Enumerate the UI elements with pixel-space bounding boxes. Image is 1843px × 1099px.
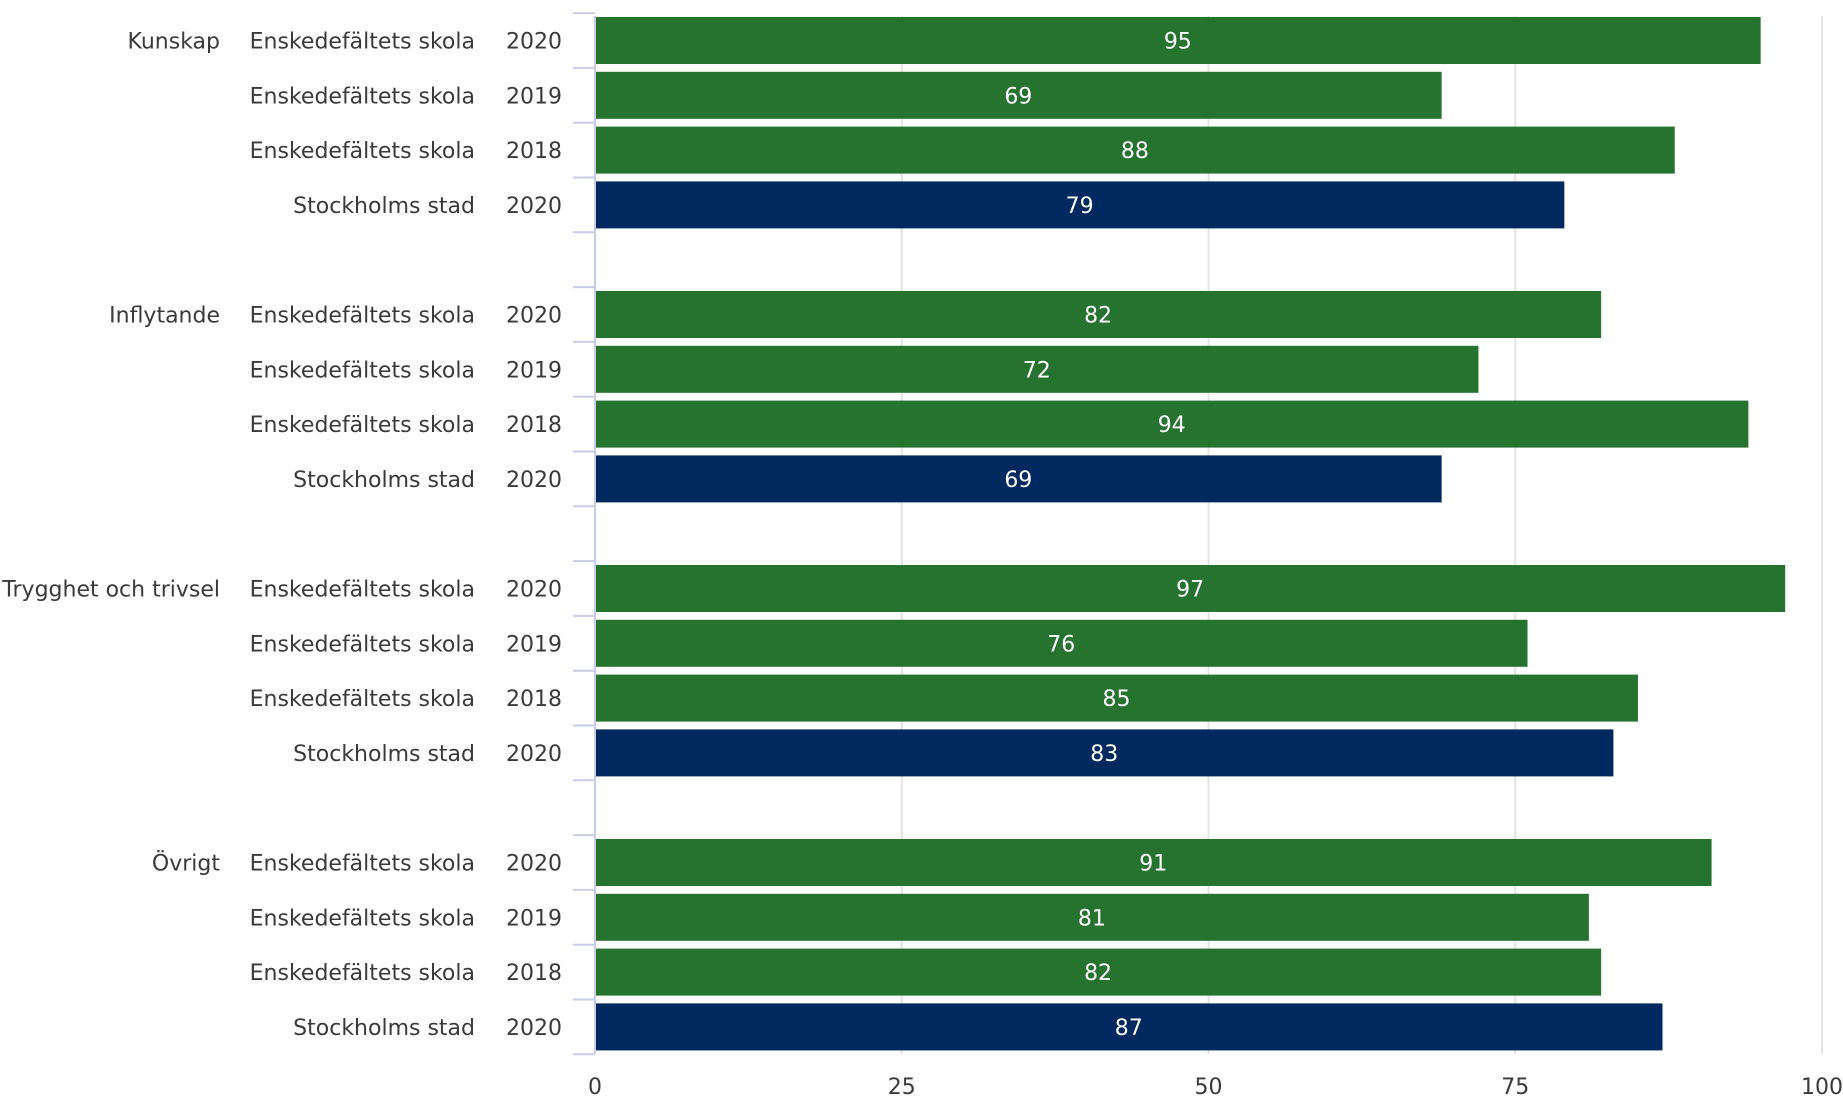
bar-value-label: 82 <box>1084 304 1112 329</box>
bar-value-label: 83 <box>1090 742 1118 767</box>
bar <box>595 619 1528 667</box>
bar-value-label: 82 <box>1084 961 1112 986</box>
entity-label: Enskedefältets skola <box>250 961 475 986</box>
bar-value-label: 72 <box>1023 358 1051 383</box>
bar-value-label: 95 <box>1164 30 1192 55</box>
category-labels: Kunskap Enskedefältets skola 2020 Enskedefä… <box>1 30 562 1041</box>
entity-label: Enskedefältets skola <box>250 852 475 877</box>
group-label: Kunskap <box>128 30 220 55</box>
bar <box>595 345 1479 393</box>
group-label: Inflytande <box>109 304 220 329</box>
bar <box>595 565 1786 612</box>
year-label: 2020 <box>506 468 562 493</box>
year-label: 2020 <box>506 852 562 877</box>
bar <box>595 729 1614 777</box>
year-label: 2018 <box>506 139 562 164</box>
bar <box>595 291 1602 338</box>
bar <box>595 181 1565 229</box>
year-label: 2020 <box>506 742 562 767</box>
bar-value-label: 85 <box>1102 687 1130 712</box>
entity-label: Enskedefältets skola <box>250 632 475 657</box>
entity-label: Enskedefältets skola <box>250 358 475 383</box>
entity-label: Stockholms stad <box>293 742 475 767</box>
x-tick-label: 0 <box>588 1075 602 1099</box>
entity-label: Enskedefältets skola <box>250 687 475 712</box>
bar-value-label: 87 <box>1115 1016 1143 1041</box>
entity-label: Stockholms stad <box>293 194 475 219</box>
bar <box>595 400 1749 448</box>
year-label: 2020 <box>506 1016 562 1041</box>
bar <box>595 455 1442 503</box>
entity-label: Stockholms stad <box>293 468 475 493</box>
bar-value-label: 88 <box>1121 139 1149 164</box>
year-label: 2020 <box>506 30 562 55</box>
group-label: Övrigt <box>152 851 220 877</box>
year-label: 2018 <box>506 687 562 712</box>
bars: 95 69 88 79 82 72 94 69 97 76 85 83 91 81 82 87 <box>595 17 1786 1051</box>
bar-value-label: 79 <box>1066 194 1094 219</box>
x-axis: 0 25 50 75 100 <box>573 12 1843 1099</box>
bar <box>595 71 1442 119</box>
entity-label: Enskedefältets skola <box>250 84 475 109</box>
year-label: 2019 <box>506 632 562 657</box>
bar-value-label: 91 <box>1139 852 1167 877</box>
x-tick-label: 25 <box>888 1075 916 1099</box>
entity-label: Stockholms stad <box>293 1016 475 1041</box>
bar-value-label: 76 <box>1047 632 1075 657</box>
bar-value-label: 69 <box>1004 468 1032 493</box>
entity-label: Enskedefältets skola <box>250 578 475 603</box>
entity-label: Enskedefältets skola <box>250 139 475 164</box>
bar-value-label: 69 <box>1004 84 1032 109</box>
year-label: 2019 <box>506 358 562 383</box>
year-label: 2018 <box>506 961 562 986</box>
year-label: 2020 <box>506 194 562 219</box>
x-tick-label: 50 <box>1195 1075 1223 1099</box>
entity-label: Enskedefältets skola <box>250 906 475 931</box>
bar <box>595 893 1589 941</box>
bar <box>595 1003 1663 1051</box>
entity-label: Enskedefältets skola <box>250 413 475 438</box>
year-label: 2020 <box>506 304 562 329</box>
year-label: 2019 <box>506 84 562 109</box>
x-tick-label: 100 <box>1801 1075 1843 1099</box>
year-label: 2018 <box>506 413 562 438</box>
entity-label: Enskedefältets skola <box>250 30 475 55</box>
bar <box>595 126 1675 174</box>
year-label: 2019 <box>506 906 562 931</box>
bar <box>595 948 1602 996</box>
x-tick-label: 75 <box>1501 1075 1529 1099</box>
bar <box>595 17 1761 64</box>
year-label: 2020 <box>506 578 562 603</box>
bar-value-label: 97 <box>1176 578 1204 603</box>
bar <box>595 674 1638 722</box>
bar-value-label: 81 <box>1078 906 1106 931</box>
entity-label: Enskedefältets skola <box>250 304 475 329</box>
bar <box>595 839 1712 886</box>
group-label: Trygghet och trivsel <box>1 578 220 603</box>
bar-value-label: 94 <box>1158 413 1186 438</box>
